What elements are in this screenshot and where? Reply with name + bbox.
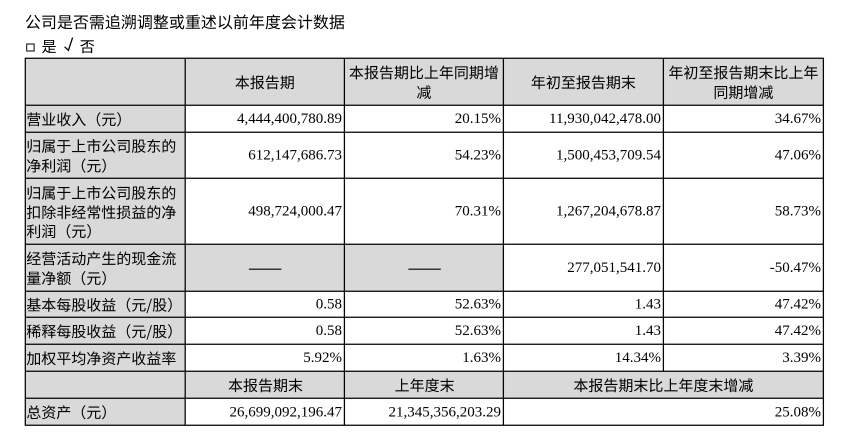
svg-text:1.43: 1.43 [635, 297, 661, 313]
svg-text:277,051,541.70: 277,051,541.70 [567, 260, 661, 276]
svg-text:20.15%: 20.15% [455, 111, 501, 127]
svg-text:1,500,453,709.54: 1,500,453,709.54 [556, 148, 662, 164]
svg-text:47.06%: 47.06% [775, 148, 821, 164]
svg-text:498,724,000.47: 498,724,000.47 [248, 204, 342, 220]
svg-text:0.58: 0.58 [316, 297, 342, 313]
svg-text:1,267,204,678.87: 1,267,204,678.87 [556, 204, 662, 220]
svg-text:58.73%: 58.73% [775, 204, 821, 220]
svg-text:47.42%: 47.42% [775, 323, 821, 339]
svg-text:26,699,092,196.47: 26,699,092,196.47 [230, 404, 343, 420]
svg-text:612,147,686.73: 612,147,686.73 [248, 148, 342, 164]
svg-text:14.34%: 14.34% [615, 350, 661, 366]
svg-text:21,345,356,203.29: 21,345,356,203.29 [389, 404, 502, 420]
svg-text:54.23%: 54.23% [455, 148, 501, 164]
svg-text:11,930,042,478.00: 11,930,042,478.00 [549, 111, 661, 127]
svg-text:1.43: 1.43 [635, 323, 661, 339]
svg-text:0.58: 0.58 [316, 323, 342, 339]
svg-text:1.63%: 1.63% [462, 350, 501, 366]
svg-text:3.39%: 3.39% [782, 350, 821, 366]
svg-text:52.63%: 52.63% [455, 323, 501, 339]
svg-text:25.08%: 25.08% [775, 404, 821, 420]
svg-text:47.42%: 47.42% [775, 297, 821, 313]
svg-text:4,444,400,780.89: 4,444,400,780.89 [237, 111, 342, 127]
svg-text:34.67%: 34.67% [775, 111, 821, 127]
svg-text:70.31%: 70.31% [455, 204, 501, 220]
svg-text:-50.47%: -50.47% [770, 260, 821, 276]
svg-text:52.63%: 52.63% [455, 297, 501, 313]
svg-text:5.92%: 5.92% [303, 350, 342, 366]
